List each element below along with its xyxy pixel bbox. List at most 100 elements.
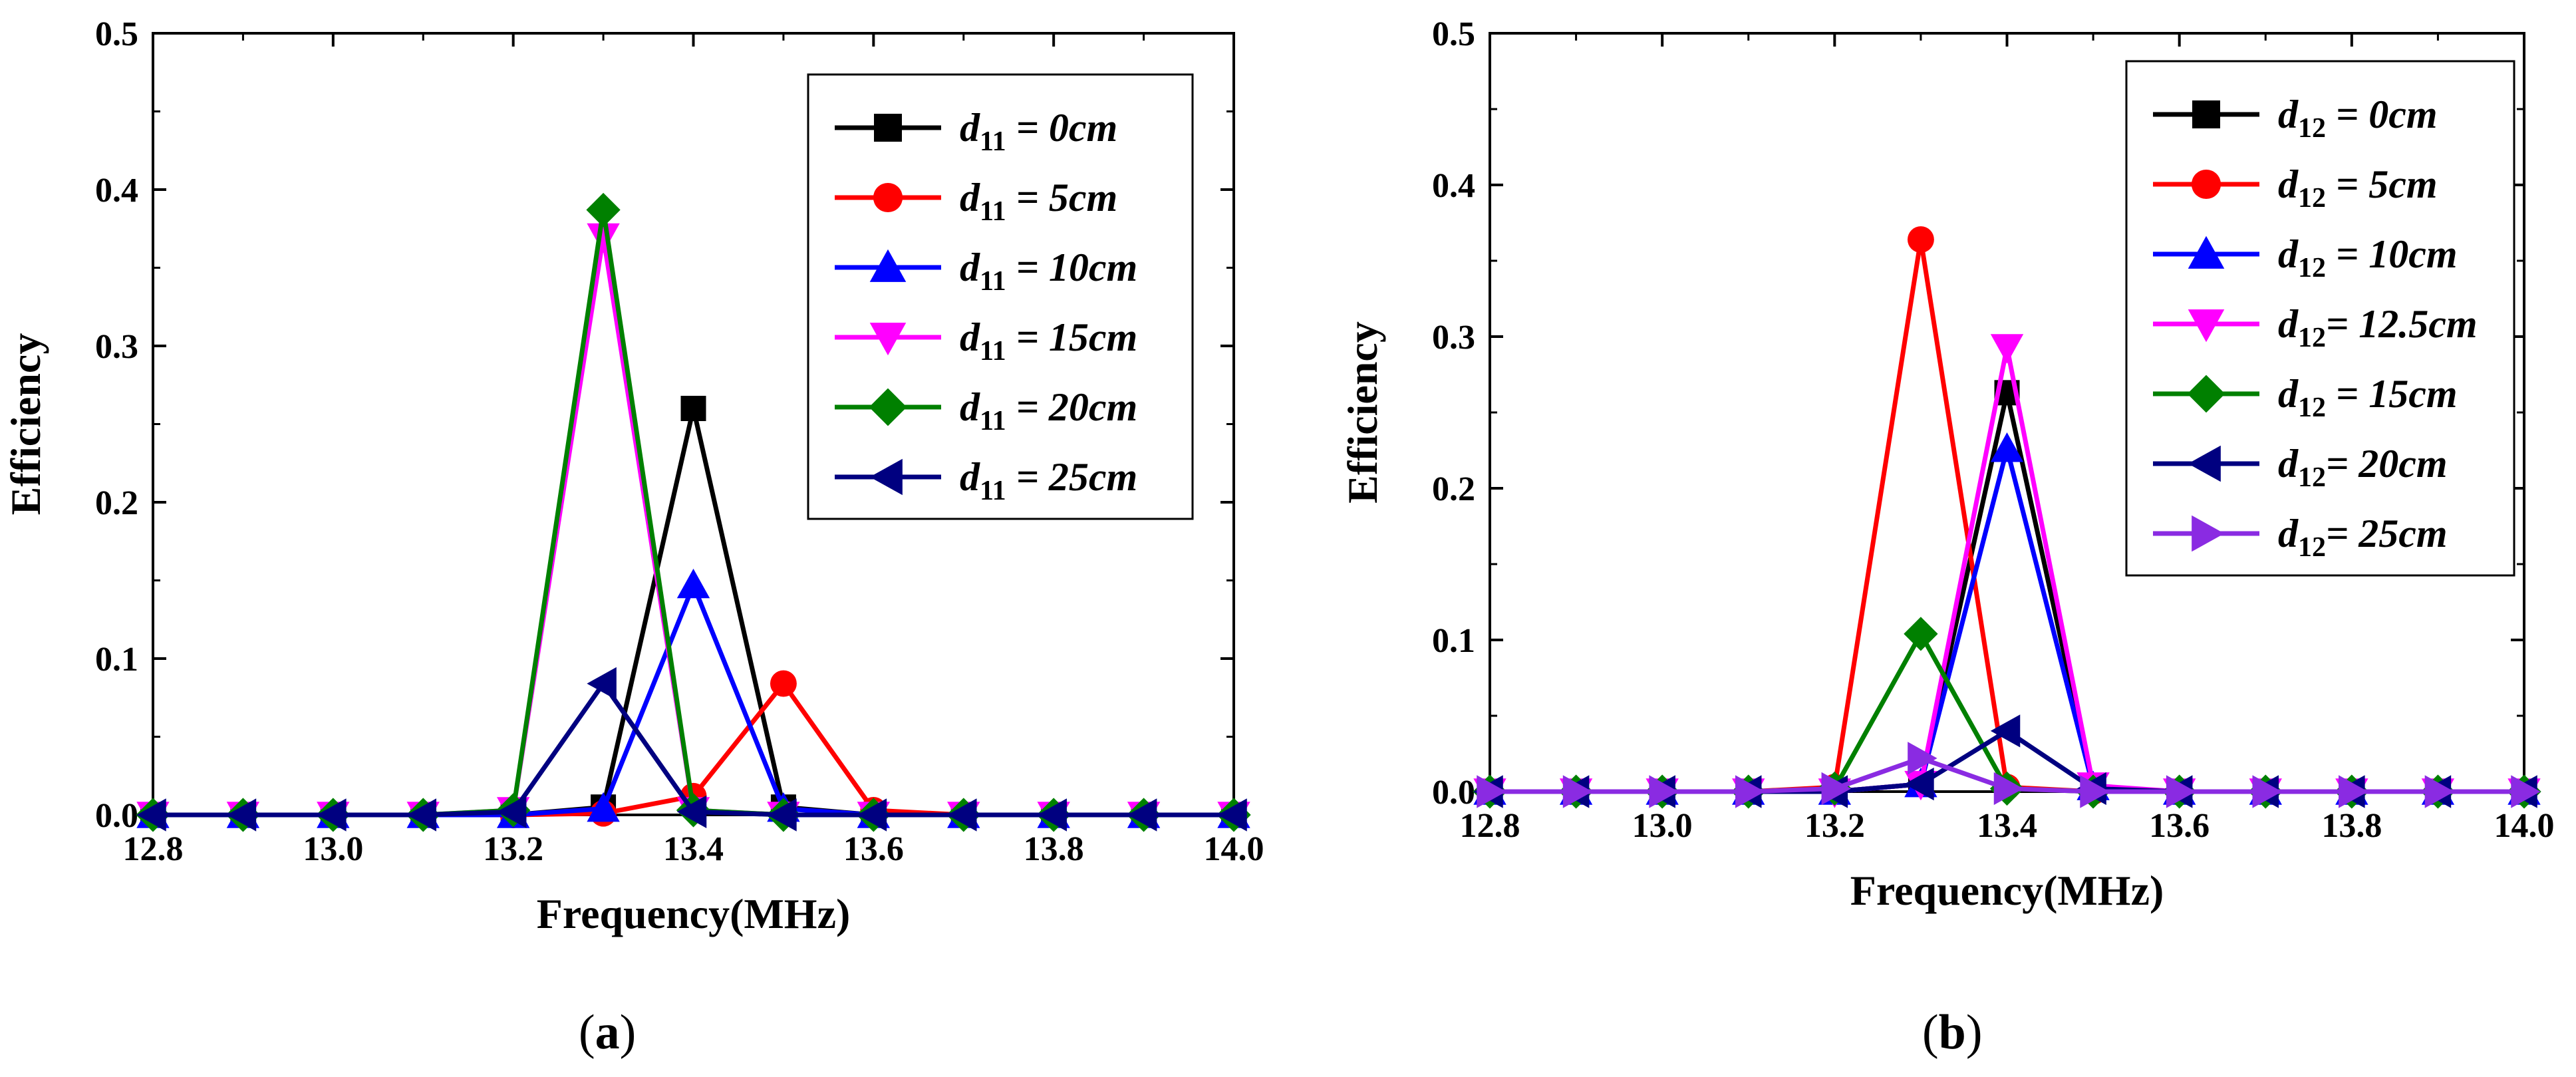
x-tick-label: 13.6 [2149,807,2210,845]
x-tick-label: 13.0 [1632,807,1693,845]
legend-label: d11 = 10cm [960,245,1137,297]
data-point [587,223,620,253]
legend: d12 = 0cm d12 = 5cm d12 = 10cm d12= 12.5cm d… [2125,60,2515,577]
y-axis-title: Efficiency [1339,321,1386,504]
data-point [857,798,887,832]
legend-swatch-marker [2192,515,2225,552]
chart-panel-a: 12.8 13.0 13.2 13.4 13.6 13.8 14.0 0.0 0.1 0.2 0.3… [2,15,1264,937]
data-point [2424,775,2455,808]
data-point [1735,775,1765,808]
legend-label: d11 = 25cm [960,455,1137,506]
legend-label: d11 = 0cm [960,106,1117,157]
data-point [1821,772,1852,806]
x-tick-label: 14.0 [1204,830,1264,868]
legend-box [2125,60,2515,577]
legend-swatch-marker [2188,309,2225,343]
y-tick-label: 0.3 [95,328,138,366]
data-point [2511,775,2541,808]
x-tick-label: 13.8 [2321,807,2382,845]
legend-box [807,73,1194,520]
y-tick-label: 0.4 [1432,167,1475,205]
x-tick-label: 13.2 [1804,807,1865,845]
x-tick-label: 13.4 [1977,807,2037,845]
data-point [1217,798,1247,832]
data-point [1477,775,1506,808]
x-tick-label: 12.8 [1460,807,1520,845]
data-point [1990,334,2024,364]
data-point [317,798,347,832]
legend-swatch-marker [874,114,902,142]
legend-label: d12 = 0cm [2278,92,2438,144]
data-point [2339,775,2368,808]
legend-swatch-marker [2191,169,2221,200]
legend-swatch-marker [869,388,907,426]
data-point [947,798,977,832]
x-tick-label: 13.2 [483,830,543,868]
legend-label: d12 = 5cm [2278,162,2438,214]
x-tick-label: 13.4 [663,830,724,868]
legend-label: d12 = 15cm [2278,372,2458,423]
y-tick-label: 0.0 [1432,774,1475,812]
data-point [1907,226,1934,253]
legend-label: d11 = 20cm [960,385,1137,436]
data-point [1990,432,2024,462]
x-axis-title: Frequency(MHz) [1850,867,2164,914]
data-point [587,792,620,822]
series-line [1490,629,2524,794]
legend-label: d11 = 15cm [960,315,1137,367]
legend-label: d12= 20cm [2278,442,2448,493]
data-point [1904,767,1934,801]
data-point [1562,775,1593,808]
y-tick-label: 0.1 [95,641,138,679]
x-tick-label: 12.8 [123,830,184,868]
series-line [153,579,1234,818]
series-6 [136,667,1247,832]
y-tick-label: 0.4 [95,172,138,210]
legend-swatch-marker [869,249,907,282]
panel-label-b: (b) [1922,1005,1983,1060]
y-tick-label: 0.1 [1432,622,1475,660]
data-point [767,798,797,832]
data-point [496,795,527,828]
legend-swatch-marker [2192,100,2220,128]
y-tick-label: 0.5 [95,15,138,53]
data-point [1908,742,1937,775]
data-point [1990,714,2021,748]
data-point [1904,617,1938,651]
data-point [1127,798,1157,832]
panel-label-a: (a) [579,1005,637,1060]
data-point [586,192,621,228]
y-tick-label: 0.5 [1432,15,1475,53]
data-point [676,795,707,828]
data-point [770,670,797,697]
legend-swatch-marker [869,323,907,356]
legend-swatch-marker [2187,375,2225,413]
data-point [406,798,437,832]
data-point [587,667,617,700]
data-point [1993,772,2024,806]
y-tick-label: 0.3 [1432,319,1475,357]
legend-swatch-marker [2188,235,2225,269]
chart-panel-b: 12.8 13.0 13.2 13.4 13.6 13.8 14.0 0.0 0.1 0.2 0.3… [1339,15,2555,914]
x-axis-title: Frequency(MHz) [537,890,851,937]
legend-swatch-marker [873,182,903,213]
x-tick-label: 13.0 [303,830,363,868]
data-point [136,798,166,832]
legend-label: d12 = 10cm [2278,232,2458,283]
data-point [1037,798,1067,832]
x-tick-label: 14.0 [2494,807,2555,845]
legend: d11 = 0cm d11 = 5cm d11 = 10cm d11 = 15cm d1… [807,73,1194,520]
data-point [2080,775,2110,808]
legend-label: d12= 12.5cm [2278,302,2478,353]
legend-swatch-marker [869,458,903,496]
y-tick-label: 0.0 [95,797,138,835]
y-tick-label: 0.2 [1432,470,1475,508]
x-tick-label: 13.8 [1024,830,1084,868]
legend-label: d12= 25cm [2278,512,2448,563]
legend-label: d11 = 5cm [960,176,1117,227]
data-point [1649,775,1679,808]
series-7 [1477,742,2541,808]
legend-swatch-marker [2188,445,2221,482]
data-point [2252,775,2282,808]
